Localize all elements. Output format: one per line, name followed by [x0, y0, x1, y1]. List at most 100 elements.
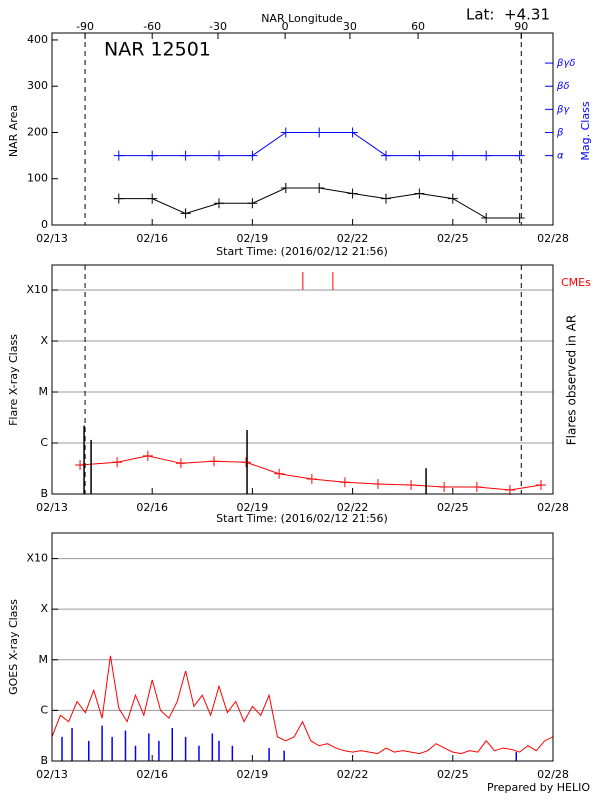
- y-tick-label: M: [39, 385, 49, 398]
- point-marker: [306, 473, 317, 484]
- y-tick-label: C: [40, 436, 48, 449]
- x-axis-label: Start Time: (2016/02/12 21:56): [216, 245, 388, 258]
- y2-tick-label: βγ: [556, 104, 570, 115]
- x2-tick-label: 0: [282, 20, 289, 33]
- point-marker: [180, 150, 191, 161]
- x-tick-label: 02/28: [537, 768, 569, 781]
- plot-frame: [51, 532, 554, 762]
- y2-tick-label: βγδ: [556, 58, 575, 69]
- y-tick-label: 100: [27, 172, 48, 185]
- x-tick-label: 02/22: [337, 232, 369, 245]
- point-marker: [372, 479, 383, 490]
- point-marker: [481, 150, 492, 161]
- x-tick-label: 02/19: [237, 232, 269, 245]
- x-tick-label: 02/22: [337, 768, 369, 781]
- x-tick-label: 02/16: [136, 232, 168, 245]
- plot-frame: [51, 32, 554, 226]
- x-tick-label: 02/25: [437, 768, 469, 781]
- x2-tick-label: 90: [514, 20, 528, 33]
- point-marker: [447, 193, 458, 204]
- point-marker: [280, 127, 291, 138]
- point-marker: [414, 188, 425, 199]
- x-tick-label: 02/13: [36, 232, 68, 245]
- point-marker: [339, 477, 350, 488]
- x2-tick-label: -30: [209, 20, 227, 33]
- point-marker: [347, 127, 358, 138]
- point-marker: [247, 198, 258, 209]
- x-tick-label: 02/28: [537, 501, 569, 514]
- point-marker: [180, 208, 191, 219]
- x-tick-label: 02/16: [136, 768, 168, 781]
- point-marker: [147, 150, 158, 161]
- y-tick-label: X: [40, 334, 48, 347]
- x-tick-label: 02/25: [437, 501, 469, 514]
- y-tick-label: X10: [26, 552, 48, 565]
- point-marker: [514, 213, 525, 224]
- point-marker: [381, 150, 391, 161]
- point-marker: [314, 127, 325, 138]
- chart-title: NAR 12501: [104, 39, 211, 61]
- point-marker: [147, 193, 158, 204]
- y2-tick-label: α: [557, 151, 564, 162]
- x2-axis-label: NAR Longitude: [261, 12, 343, 25]
- y2-tick-label: β: [556, 127, 564, 138]
- y-tick-label: B: [40, 487, 48, 500]
- point-marker: [280, 182, 291, 193]
- point-marker: [142, 450, 153, 461]
- x2-tick-label: -60: [143, 20, 161, 33]
- x2-tick-label: 60: [411, 20, 425, 33]
- footer: Prepared by HELIO: [487, 781, 590, 794]
- point-marker: [406, 480, 417, 491]
- point-marker: [208, 456, 219, 467]
- y-tick-label: C: [40, 703, 48, 716]
- point-marker: [471, 482, 482, 493]
- point-marker: [241, 457, 252, 468]
- point-marker: [481, 213, 492, 224]
- x-tick-label: 02/13: [36, 501, 68, 514]
- y-tick-label: 0: [41, 218, 48, 231]
- x-axis-label: Start Time: (2016/02/12 21:56): [216, 512, 388, 525]
- y-tick-label: 200: [27, 125, 48, 138]
- y-tick-label: B: [40, 754, 48, 767]
- series-line: [51, 655, 554, 755]
- point-marker: [274, 468, 285, 479]
- point-marker: [504, 484, 515, 495]
- point-marker: [347, 188, 358, 199]
- point-marker: [381, 193, 391, 204]
- x-tick-label: 02/25: [437, 232, 469, 245]
- y2-tick-label: βδ: [556, 81, 570, 92]
- point-marker: [514, 150, 525, 161]
- point-marker: [112, 457, 123, 468]
- y-tick-label: X10: [26, 283, 48, 296]
- point-marker: [535, 480, 546, 491]
- y-tick-label: 400: [27, 33, 48, 46]
- point-marker: [447, 150, 458, 161]
- x-tick-label: 02/16: [136, 501, 168, 514]
- point-marker: [113, 150, 124, 161]
- plot-frame: [51, 264, 554, 495]
- y-axis-label: Flare X-ray Class: [7, 334, 20, 426]
- y-axis-label: GOES X-ray Class: [7, 599, 20, 695]
- point-marker: [113, 193, 124, 204]
- y-tick-label: 300: [27, 79, 48, 92]
- point-marker: [247, 150, 258, 161]
- point-marker: [414, 150, 425, 161]
- y-tick-label: M: [39, 653, 49, 666]
- x-tick-label: 02/19: [237, 768, 269, 781]
- x2-tick-label: 30: [343, 20, 357, 33]
- point-marker: [175, 458, 186, 469]
- y-axis-label: NAR Area: [7, 105, 20, 157]
- annotation: Lat: +4.31: [466, 6, 550, 24]
- x-tick-label: 02/19: [237, 501, 269, 514]
- x-tick-label: 02/22: [337, 501, 369, 514]
- x-tick-label: 02/13: [36, 768, 68, 781]
- point-marker: [314, 182, 325, 193]
- event-label: CMEs: [561, 276, 591, 289]
- point-marker: [214, 150, 224, 161]
- y2-axis-label: Mag. Class: [579, 101, 592, 160]
- y-tick-label: X: [40, 602, 48, 615]
- x-tick-label: 02/28: [537, 232, 569, 245]
- point-marker: [439, 482, 450, 493]
